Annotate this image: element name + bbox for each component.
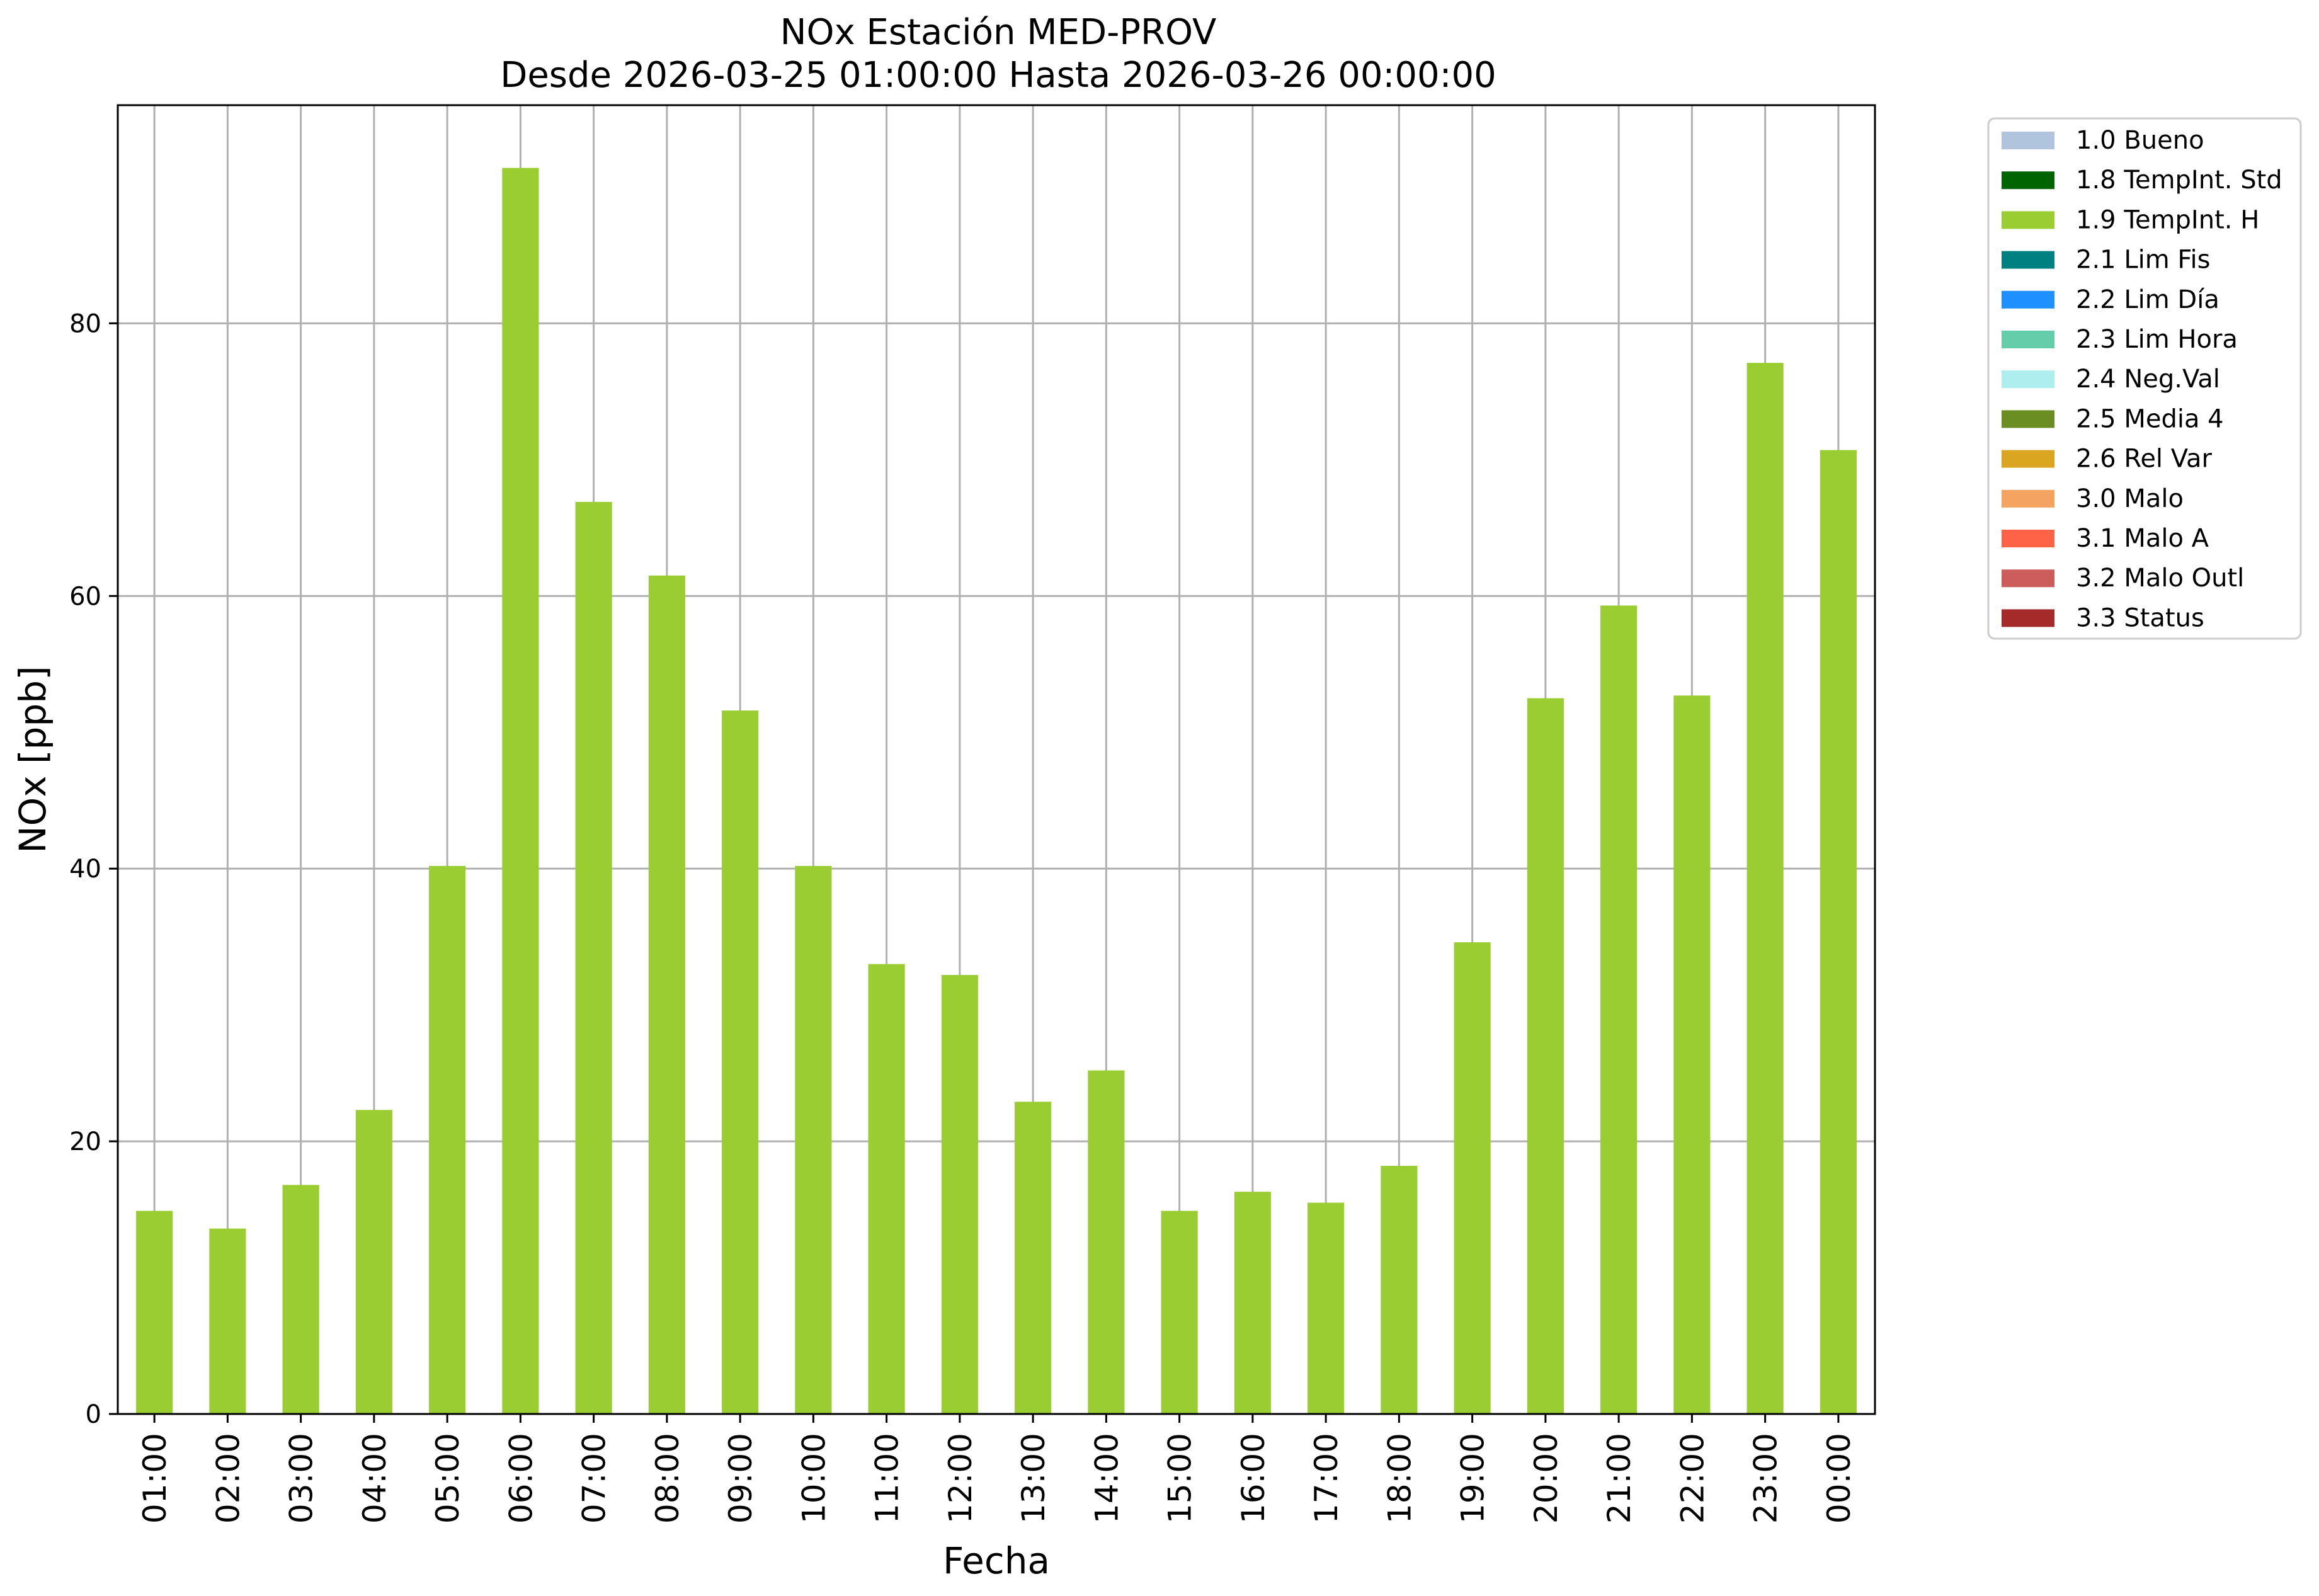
bar bbox=[1600, 605, 1638, 1414]
bar bbox=[941, 975, 978, 1414]
bar bbox=[136, 1211, 173, 1414]
y-axis: 0 20 40 60 80 bbox=[69, 309, 118, 1429]
legend-swatch bbox=[2002, 530, 2054, 547]
legend-label: 1.8 TempInt. Std bbox=[2076, 166, 2282, 195]
bar bbox=[1015, 1102, 1052, 1414]
bar bbox=[1161, 1211, 1198, 1414]
x-tick-label: 10:00 bbox=[795, 1433, 832, 1524]
bar bbox=[1088, 1070, 1125, 1414]
x-tick-label: 16:00 bbox=[1235, 1433, 1272, 1524]
bar bbox=[502, 168, 539, 1415]
x-tick-label: 01:00 bbox=[137, 1433, 173, 1524]
bar bbox=[355, 1110, 392, 1414]
bar bbox=[722, 710, 759, 1414]
bar bbox=[282, 1185, 319, 1414]
legend-label: 3.1 Malo A bbox=[2076, 524, 2209, 553]
legend-label: 2.4 Neg.Val bbox=[2076, 365, 2220, 394]
bar bbox=[575, 501, 612, 1414]
legend-swatch bbox=[2002, 171, 2054, 190]
legend-label: 1.0 Bueno bbox=[2076, 126, 2204, 155]
y-tick-label: 20 bbox=[69, 1127, 101, 1156]
x-tick-label: 00:00 bbox=[1821, 1433, 1857, 1524]
legend-label: 2.5 Media 4 bbox=[2076, 404, 2224, 433]
legend-swatch bbox=[2002, 410, 2054, 428]
legend-label: 2.1 Lim Fis bbox=[2076, 246, 2210, 275]
legend-swatch bbox=[2002, 569, 2054, 588]
legend-swatch bbox=[2002, 489, 2054, 508]
x-tick-label: 12:00 bbox=[942, 1433, 979, 1524]
x-tick-label: 21:00 bbox=[1601, 1433, 1638, 1524]
y-tick-label: 80 bbox=[69, 309, 101, 338]
x-tick-label: 11:00 bbox=[869, 1433, 906, 1524]
legend-frame bbox=[1987, 117, 2302, 640]
bar bbox=[648, 575, 685, 1414]
bar bbox=[1746, 363, 1784, 1415]
x-tick-label: 04:00 bbox=[356, 1433, 393, 1524]
legend-swatch bbox=[2002, 290, 2054, 309]
legend-swatch bbox=[2002, 331, 2054, 348]
x-axis-label: Fecha bbox=[943, 1539, 1050, 1582]
legend: 1.0 Bueno 1.8 TempInt. Std 1.9 TempInt. H 2… bbox=[1987, 117, 2302, 640]
legend-swatch bbox=[2002, 132, 2054, 149]
x-tick-label: 02:00 bbox=[210, 1433, 246, 1524]
x-tick-label: 03:00 bbox=[283, 1433, 320, 1524]
legend-swatch bbox=[2002, 450, 2054, 468]
bar bbox=[795, 865, 832, 1414]
chart-title: NOx Estación MED-PROV bbox=[780, 12, 1217, 53]
x-tick-label: 06:00 bbox=[503, 1433, 539, 1524]
x-tick-label: 23:00 bbox=[1748, 1433, 1784, 1524]
x-tick-label: 08:00 bbox=[649, 1433, 686, 1524]
x-tick-label: 22:00 bbox=[1674, 1433, 1711, 1524]
legend-label: 2.3 Lim Hora bbox=[2076, 325, 2238, 354]
legend-swatch bbox=[2002, 609, 2054, 627]
chart-subtitle: Desde 2026-03-25 01:00:00 Hasta 2026-03-… bbox=[500, 55, 1496, 96]
x-tick-label: 13:00 bbox=[1015, 1433, 1052, 1524]
bar bbox=[1308, 1202, 1345, 1414]
bar bbox=[1820, 450, 1857, 1414]
legend-label: 2.6 Rel Var bbox=[2076, 445, 2213, 474]
bar bbox=[209, 1228, 246, 1414]
x-tick-label: 09:00 bbox=[722, 1433, 759, 1524]
x-axis: 01:00 02:00 03:00 04:00 05:00 06:00 07:00 08:00… bbox=[137, 1414, 1857, 1524]
bar bbox=[1454, 942, 1491, 1414]
x-tick-label: 05:00 bbox=[430, 1433, 466, 1524]
y-axis-label: NOx [ppb] bbox=[11, 666, 54, 853]
x-tick-label: 19:00 bbox=[1455, 1433, 1491, 1524]
legend-label: 1.9 TempInt. H bbox=[2076, 205, 2259, 234]
y-tick-label: 40 bbox=[69, 855, 101, 884]
legend-swatch bbox=[2002, 211, 2054, 229]
legend-label: 3.0 Malo bbox=[2076, 484, 2184, 513]
y-tick-label: 60 bbox=[69, 582, 101, 611]
x-tick-label: 15:00 bbox=[1162, 1433, 1199, 1524]
x-tick-label: 20:00 bbox=[1528, 1433, 1564, 1524]
y-tick-label: 0 bbox=[86, 1400, 101, 1429]
bar bbox=[868, 964, 905, 1414]
legend-swatch bbox=[2002, 251, 2054, 269]
legend-label: 2.2 Lim Día bbox=[2076, 285, 2219, 314]
legend-label: 3.2 Malo Outl bbox=[2076, 564, 2244, 593]
x-tick-label: 07:00 bbox=[576, 1433, 613, 1524]
x-tick-label: 14:00 bbox=[1088, 1433, 1125, 1524]
bar bbox=[1673, 695, 1711, 1414]
bar bbox=[1381, 1166, 1418, 1414]
legend-swatch bbox=[2002, 370, 2054, 389]
bar-series bbox=[136, 168, 1857, 1415]
legend-label: 3.3 Status bbox=[2076, 603, 2204, 632]
bar bbox=[1527, 698, 1564, 1414]
bar bbox=[429, 865, 466, 1414]
bar bbox=[1234, 1192, 1271, 1414]
plot-frame bbox=[117, 104, 1876, 1415]
x-tick-label: 17:00 bbox=[1308, 1433, 1345, 1524]
x-tick-label: 18:00 bbox=[1381, 1433, 1418, 1524]
